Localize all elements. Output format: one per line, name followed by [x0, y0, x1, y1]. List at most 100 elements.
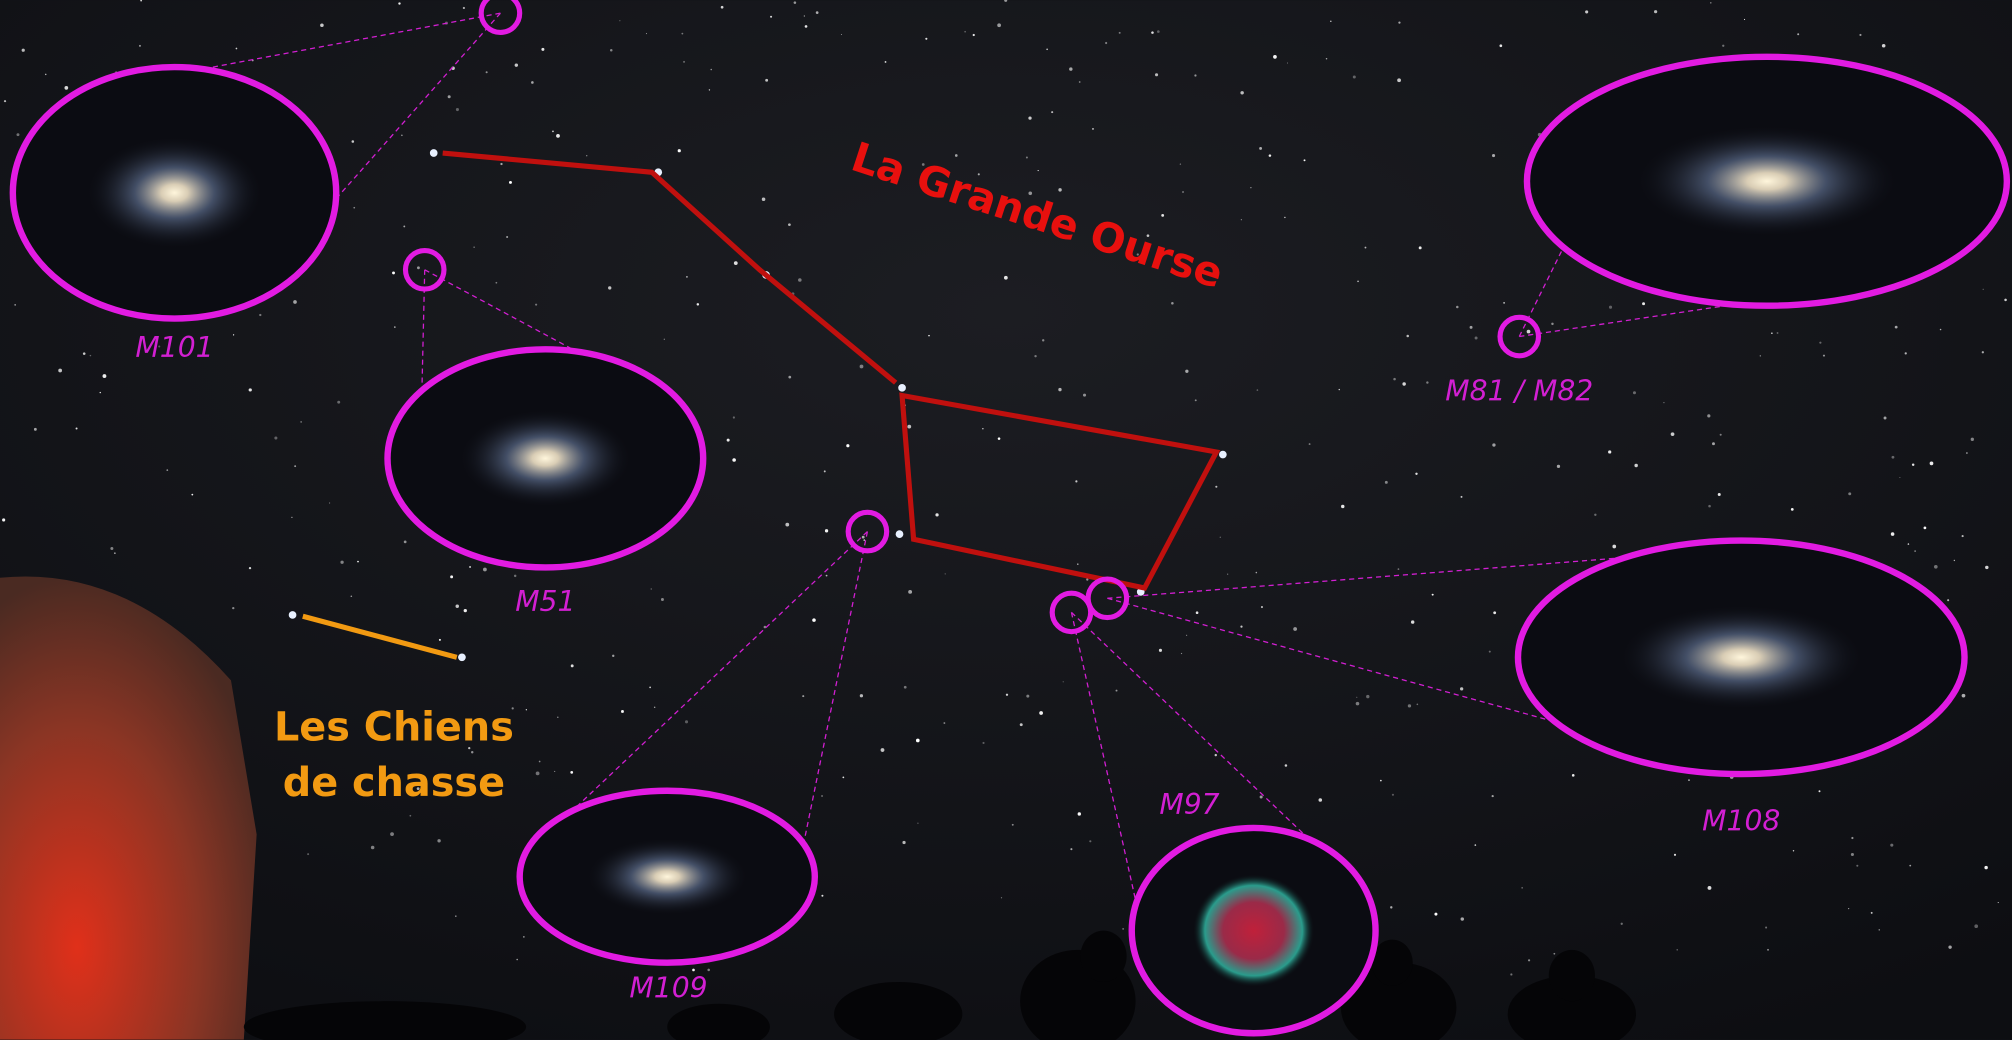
- star: [1712, 442, 1715, 445]
- star: [232, 607, 234, 609]
- star: [274, 437, 277, 440]
- star: [455, 916, 456, 917]
- star: [351, 595, 353, 597]
- star: [917, 823, 918, 824]
- star: [483, 568, 487, 572]
- star: [515, 63, 518, 66]
- star: [1058, 388, 1061, 391]
- star: [1089, 840, 1091, 842]
- star: [1708, 505, 1711, 508]
- star: [1527, 330, 1531, 334]
- star: [821, 895, 823, 897]
- star: [646, 33, 647, 34]
- star: [1385, 481, 1388, 484]
- star: [456, 108, 459, 111]
- star: [794, 1, 797, 4]
- star: [1304, 159, 1306, 161]
- star: [1908, 543, 1909, 544]
- star: [571, 664, 574, 667]
- star: [973, 34, 975, 36]
- star: [885, 61, 887, 63]
- star: [1380, 780, 1382, 782]
- star: [1966, 452, 1967, 453]
- star: [1851, 837, 1853, 839]
- star: [1760, 355, 1761, 356]
- star: [1895, 326, 1898, 329]
- star: [90, 355, 91, 356]
- star: [1475, 844, 1477, 846]
- star: [732, 458, 736, 462]
- star: [1406, 335, 1409, 338]
- star: [1983, 289, 1984, 290]
- bright-star: [458, 653, 466, 661]
- star: [404, 540, 407, 543]
- star: [812, 618, 816, 622]
- star: [1720, 434, 1722, 436]
- star: [1215, 486, 1217, 488]
- star: [1319, 798, 1323, 802]
- star: [2004, 299, 2007, 302]
- star: [536, 771, 540, 775]
- star: [1791, 508, 1794, 511]
- star: [904, 686, 907, 689]
- star: [1182, 191, 1184, 193]
- star: [608, 286, 611, 289]
- star: [1393, 378, 1396, 381]
- star: [685, 720, 688, 723]
- star: [495, 282, 497, 284]
- star: [1608, 450, 1611, 453]
- star: [417, 266, 420, 269]
- star: [1460, 687, 1463, 690]
- star: [1195, 399, 1197, 401]
- star: [401, 135, 403, 137]
- star: [486, 71, 488, 73]
- star: [556, 134, 560, 138]
- star: [765, 79, 768, 82]
- star: [1677, 949, 1678, 950]
- star: [1905, 352, 1907, 354]
- star: [1119, 32, 1121, 34]
- object-label: M81 / M82: [1445, 375, 1593, 408]
- star: [114, 552, 116, 554]
- star: [16, 133, 19, 136]
- star: [1461, 917, 1464, 920]
- star: [1250, 187, 1251, 188]
- star: [1086, 578, 1088, 580]
- star: [1771, 333, 1772, 334]
- star: [1492, 795, 1494, 797]
- star: [506, 236, 508, 238]
- star: [352, 140, 355, 143]
- page: M101M51M81 / M82M108M97M109 La Grande Ou…: [0, 0, 2012, 1040]
- star: [1470, 326, 1473, 329]
- constellation-name: Les Chiens: [274, 705, 514, 751]
- star: [1594, 514, 1596, 516]
- star: [1609, 306, 1612, 309]
- star: [1159, 649, 1162, 652]
- star: [1777, 332, 1779, 334]
- star: [1020, 723, 1023, 726]
- star: [1503, 302, 1505, 304]
- star: [1674, 854, 1676, 856]
- star: [1499, 44, 1502, 47]
- star: [1891, 532, 1895, 536]
- star: [535, 304, 537, 306]
- star: [390, 832, 394, 836]
- star: [1934, 565, 1938, 569]
- star: [1572, 774, 1575, 777]
- star: [1070, 848, 1072, 850]
- star: [997, 23, 1001, 27]
- star: [1259, 147, 1262, 150]
- star: [785, 523, 789, 527]
- object-image: [1193, 874, 1315, 987]
- object-image: [459, 409, 633, 507]
- star: [982, 742, 984, 744]
- star: [1256, 572, 1258, 574]
- star: [1671, 432, 1675, 436]
- star: [1046, 48, 1048, 50]
- star: [394, 326, 395, 327]
- object-image: [586, 838, 748, 915]
- star: [1353, 76, 1356, 79]
- star: [1688, 779, 1690, 781]
- star: [474, 247, 475, 248]
- star: [826, 575, 828, 577]
